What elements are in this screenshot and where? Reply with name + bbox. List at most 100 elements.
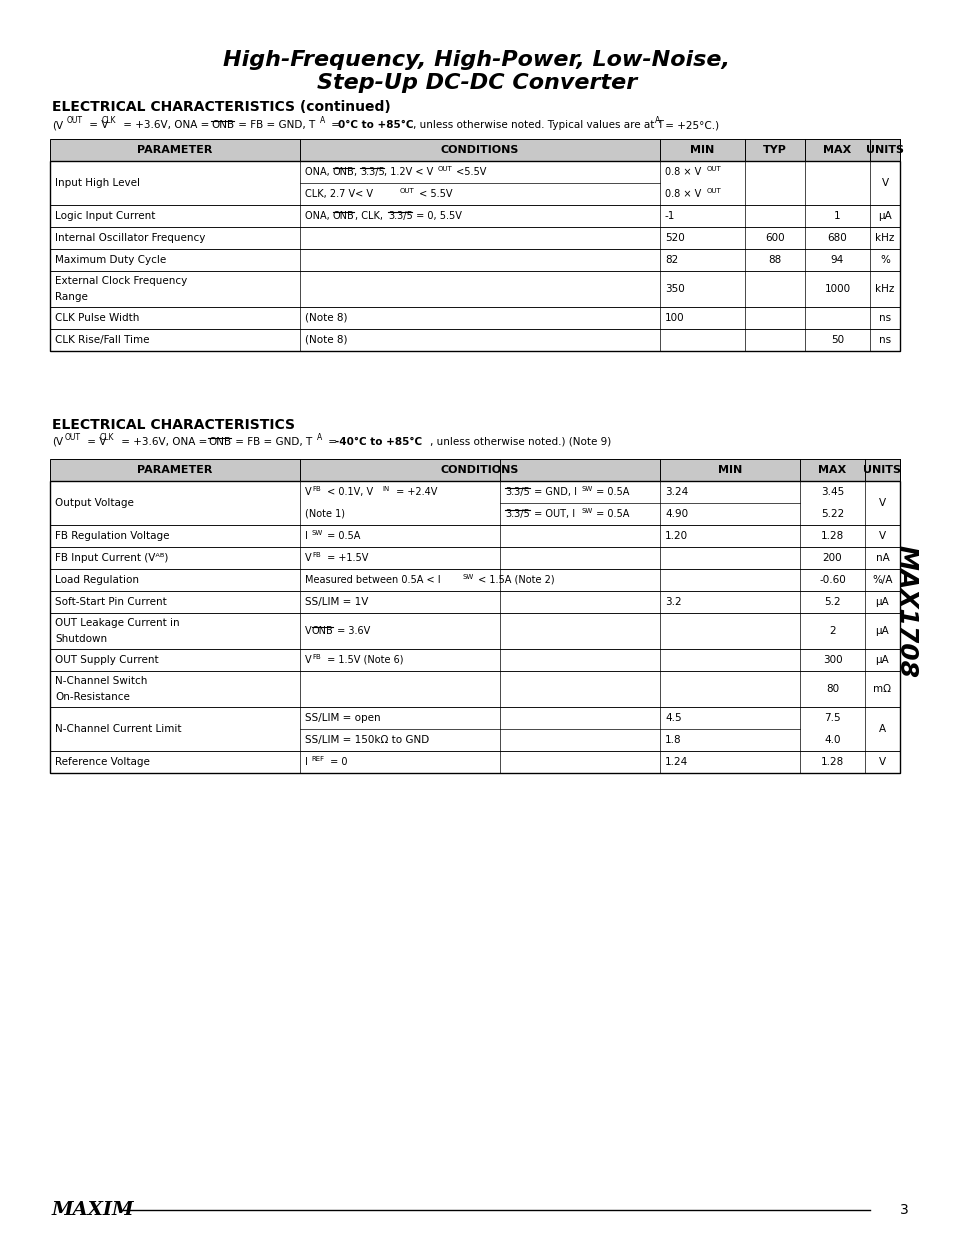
Text: 82: 82	[664, 254, 678, 266]
Text: 88: 88	[767, 254, 781, 266]
Text: FB Regulation Voltage: FB Regulation Voltage	[55, 531, 170, 541]
Text: = +3.6V, ONA =: = +3.6V, ONA =	[118, 437, 211, 447]
Text: 3.3/5: 3.3/5	[504, 487, 529, 496]
Bar	[50, 308, 899, 329]
Bar	[50, 161, 899, 351]
Text: OUT: OUT	[437, 165, 453, 172]
Text: 0.8 × V: 0.8 × V	[664, 167, 700, 177]
Text: 1.20: 1.20	[664, 531, 687, 541]
Text: %/A: %/A	[871, 576, 892, 585]
Text: 4.90: 4.90	[664, 509, 687, 519]
Text: Range: Range	[55, 291, 88, 303]
Text: Input High Level: Input High Level	[55, 178, 140, 188]
Text: ns: ns	[878, 312, 890, 324]
Text: OUT: OUT	[399, 188, 415, 194]
Text: 680: 680	[827, 233, 846, 243]
Text: 100: 100	[664, 312, 684, 324]
Text: SW: SW	[462, 574, 474, 580]
Text: = FB = GND, T: = FB = GND, T	[234, 120, 314, 130]
Text: ns: ns	[878, 335, 890, 345]
Text: = +25°C.): = +25°C.)	[661, 120, 719, 130]
Text: OUT: OUT	[706, 165, 721, 172]
Text: 200: 200	[821, 553, 841, 563]
Text: Load Regulation: Load Regulation	[55, 576, 139, 585]
Text: ,: ,	[354, 167, 360, 177]
Text: = +2.4V: = +2.4V	[393, 487, 436, 496]
Text: MAX: MAX	[822, 144, 851, 156]
Bar	[50, 249, 899, 270]
Text: MAX1708: MAX1708	[893, 545, 918, 678]
Text: 3.45: 3.45	[820, 487, 843, 496]
Text: 0.8 × V: 0.8 × V	[664, 189, 700, 199]
Text: V: V	[878, 531, 885, 541]
Text: PARAMETER: PARAMETER	[137, 144, 213, 156]
Text: (Note 1): (Note 1)	[305, 509, 345, 519]
Text: 3.2: 3.2	[664, 597, 680, 606]
Text: TYP: TYP	[762, 144, 786, 156]
Text: 4.5: 4.5	[664, 713, 680, 722]
Bar	[50, 592, 899, 613]
Text: Internal Oscillator Frequency: Internal Oscillator Frequency	[55, 233, 205, 243]
Text: Step-Up DC-DC Converter: Step-Up DC-DC Converter	[316, 73, 637, 93]
Text: 5.2: 5.2	[823, 597, 840, 606]
Text: Reference Voltage: Reference Voltage	[55, 757, 150, 767]
Text: μA: μA	[875, 655, 888, 664]
Text: = 0: = 0	[327, 757, 347, 767]
Text: 1.28: 1.28	[820, 531, 843, 541]
Bar	[50, 459, 899, 480]
Text: , 1.2V < V: , 1.2V < V	[384, 167, 433, 177]
Text: MIN: MIN	[717, 466, 741, 475]
Text: 600: 600	[764, 233, 784, 243]
Text: ONB: ONB	[211, 120, 233, 130]
Text: Maximum Duty Cycle: Maximum Duty Cycle	[55, 254, 166, 266]
Text: %: %	[879, 254, 889, 266]
Text: Shutdown: Shutdown	[55, 634, 107, 643]
Text: ELECTRICAL CHARACTERISTICS (continued): ELECTRICAL CHARACTERISTICS (continued)	[52, 100, 391, 114]
Text: , unless otherwise noted. Typical values are at T: , unless otherwise noted. Typical values…	[413, 120, 663, 130]
Text: (Note 8): (Note 8)	[305, 312, 347, 324]
Bar	[50, 547, 899, 569]
Text: 520: 520	[664, 233, 684, 243]
Text: = 0.5A: = 0.5A	[593, 509, 629, 519]
Text: V: V	[878, 757, 885, 767]
Bar	[50, 650, 899, 671]
Text: SW: SW	[581, 487, 593, 492]
Bar	[50, 480, 899, 773]
Bar	[50, 671, 899, 706]
Bar	[50, 480, 899, 525]
Text: Output Voltage: Output Voltage	[55, 498, 133, 508]
Text: 94: 94	[830, 254, 843, 266]
Text: FB Input Current (Vᴬᴮ): FB Input Current (Vᴬᴮ)	[55, 553, 168, 563]
Text: mΩ: mΩ	[873, 684, 890, 694]
Text: 3.3/5: 3.3/5	[388, 211, 413, 221]
Text: UNITS: UNITS	[865, 144, 903, 156]
Text: < 5.5V: < 5.5V	[416, 189, 452, 199]
Text: = GND, I: = GND, I	[531, 487, 577, 496]
Text: 3.3/5: 3.3/5	[504, 509, 529, 519]
Bar	[50, 270, 899, 308]
Text: On-Resistance: On-Resistance	[55, 692, 130, 701]
Text: ELECTRICAL CHARACTERISTICS: ELECTRICAL CHARACTERISTICS	[52, 417, 294, 432]
Text: A: A	[319, 116, 325, 125]
Text: MAX: MAX	[818, 466, 845, 475]
Text: 80: 80	[825, 684, 839, 694]
Text: = +3.6V, ONA =: = +3.6V, ONA =	[120, 120, 213, 130]
Text: = 0.5A: = 0.5A	[324, 531, 360, 541]
Text: =: =	[325, 437, 340, 447]
Text: V: V	[305, 553, 312, 563]
Text: =: =	[328, 120, 343, 130]
Text: 7.5: 7.5	[823, 713, 840, 722]
Text: μA: μA	[875, 597, 888, 606]
Text: V: V	[305, 487, 312, 496]
Text: <5.5V: <5.5V	[453, 167, 486, 177]
Text: 3: 3	[899, 1203, 908, 1216]
Text: A: A	[316, 433, 322, 442]
Text: FB: FB	[312, 487, 320, 492]
Text: 350: 350	[664, 284, 684, 294]
Text: ONA,: ONA,	[305, 167, 333, 177]
Text: MAXIM: MAXIM	[52, 1200, 134, 1219]
Text: < 0.1V, V: < 0.1V, V	[324, 487, 373, 496]
Text: SS/LIM = open: SS/LIM = open	[305, 713, 380, 722]
Text: V: V	[881, 178, 887, 188]
Text: 1.24: 1.24	[664, 757, 687, 767]
